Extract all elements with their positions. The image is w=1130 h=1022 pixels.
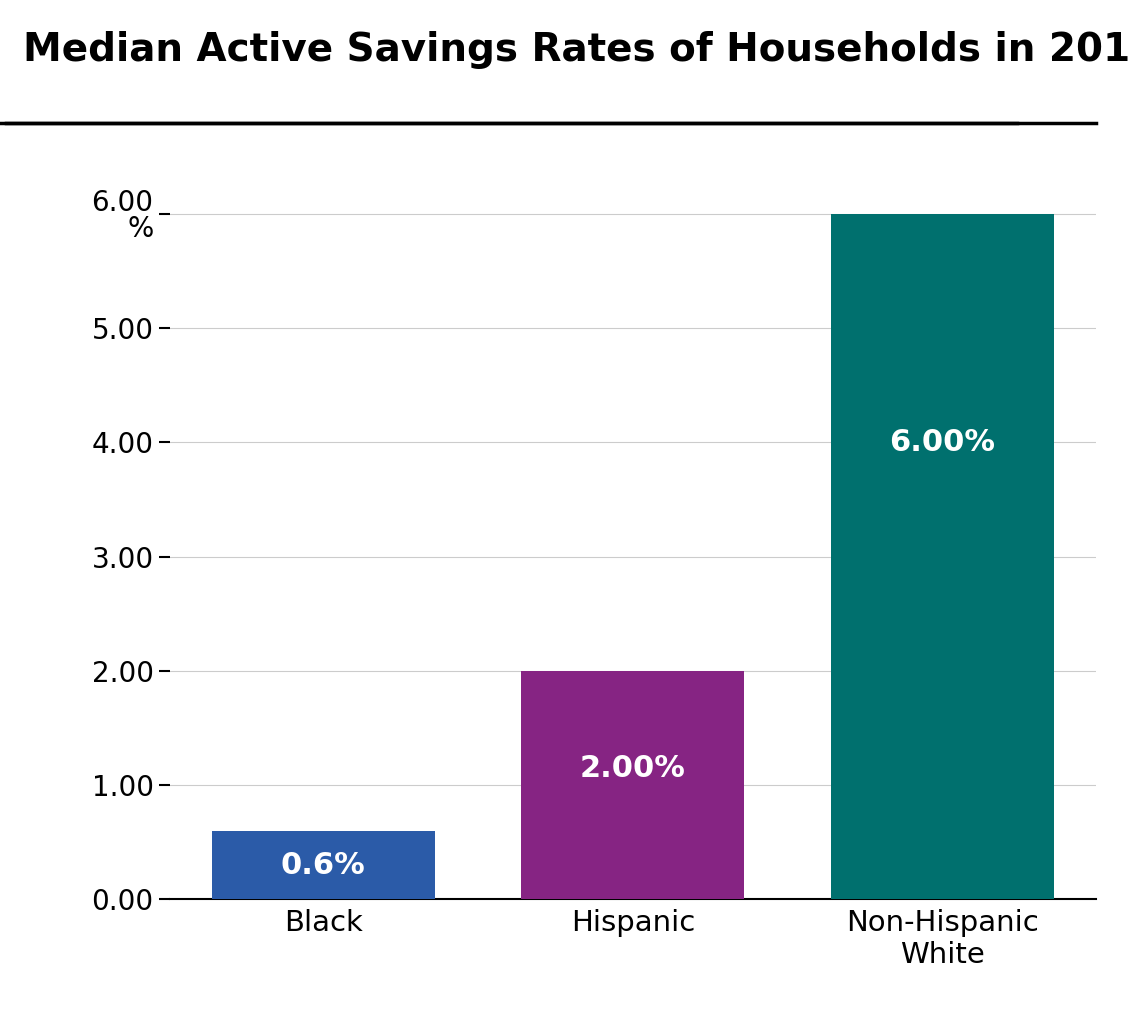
Text: 2.00%: 2.00% [580,753,686,783]
Bar [831,214,1054,899]
Text: 0.6%: 0.6% [280,850,365,880]
Bar [521,670,745,899]
Text: 6.00%: 6.00% [889,428,996,457]
Text: Median Active Savings Rates of Households in 2019: Median Active Savings Rates of Household… [23,31,1130,68]
Bar [211,831,435,899]
